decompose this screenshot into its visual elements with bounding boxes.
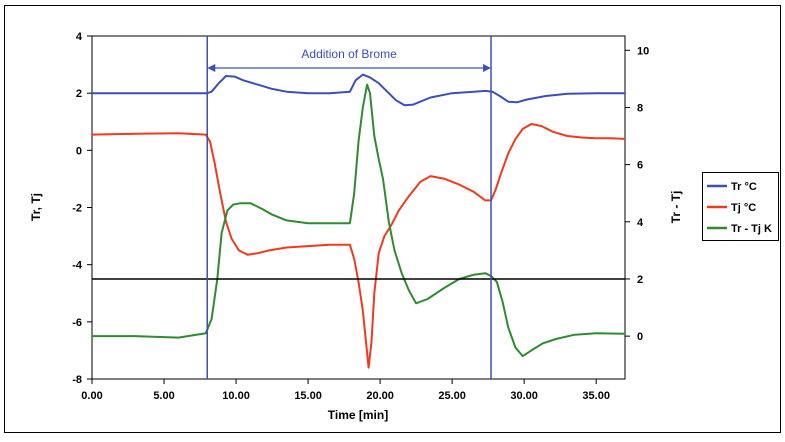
annotation-arrowhead-left xyxy=(207,64,216,72)
annotation-arrowhead-right xyxy=(483,64,492,72)
y-right-tick-label: 10 xyxy=(637,45,649,57)
y-right-axis-ticks: 10 8 6 4 2 0 xyxy=(625,45,649,343)
y-left-tick-label: -2 xyxy=(72,203,82,215)
y-left-axis-ticks: 4 2 0 -2 -4 -6 -8 xyxy=(72,31,92,386)
x-tick-label: 35.00 xyxy=(582,390,610,402)
y-right-axis-title: Tr - Tj xyxy=(669,191,683,224)
x-tick-label: 25.00 xyxy=(438,390,466,402)
annotation-label: Addition of Brome xyxy=(301,47,397,61)
legend-label-1: Tr °C xyxy=(731,181,757,193)
y-left-tick-label: 4 xyxy=(76,31,83,43)
y-right-tick-label: 8 xyxy=(637,102,643,114)
series-line-1 xyxy=(91,73,626,107)
series-line-2 xyxy=(91,123,626,369)
y-right-tick-label: 6 xyxy=(637,160,643,172)
x-tick-label: 10.00 xyxy=(222,390,250,402)
y-left-axis-title: Tr, Tj xyxy=(29,193,43,221)
x-tick-label: 20.00 xyxy=(366,390,394,402)
y-right-tick-label: 4 xyxy=(637,217,644,229)
y-right-tick-label: 2 xyxy=(637,274,643,286)
y-right-tick-label: 0 xyxy=(637,331,643,343)
legend-label-2: Tj °C xyxy=(731,202,756,214)
y-left-tick-label: -6 xyxy=(72,317,82,329)
annotation-layer: Addition of Brome xyxy=(206,36,492,379)
x-tick-label: 30.00 xyxy=(510,390,538,402)
x-tick-label: 15.00 xyxy=(294,390,322,402)
plot-area xyxy=(91,35,626,380)
y-left-tick-label: 2 xyxy=(76,88,82,100)
y-left-tick-label: 0 xyxy=(76,145,82,157)
legend-label-3: Tr - Tj K xyxy=(731,223,772,235)
x-tick-label: 0.00 xyxy=(81,390,102,402)
series-line-3 xyxy=(91,83,626,358)
legend: Tr °C Tj °C Tr - Tj K xyxy=(702,172,779,241)
y-left-tick-label: -4 xyxy=(72,260,83,272)
x-tick-label: 5.00 xyxy=(153,390,174,402)
x-axis-title: Time [min] xyxy=(328,408,388,422)
y-left-tick-label: -8 xyxy=(72,374,82,386)
x-axis-ticks: 0.00 5.00 10.00 15.00 20.00 25.00 30.00 35.00 xyxy=(81,379,610,402)
series-layer xyxy=(91,73,626,369)
